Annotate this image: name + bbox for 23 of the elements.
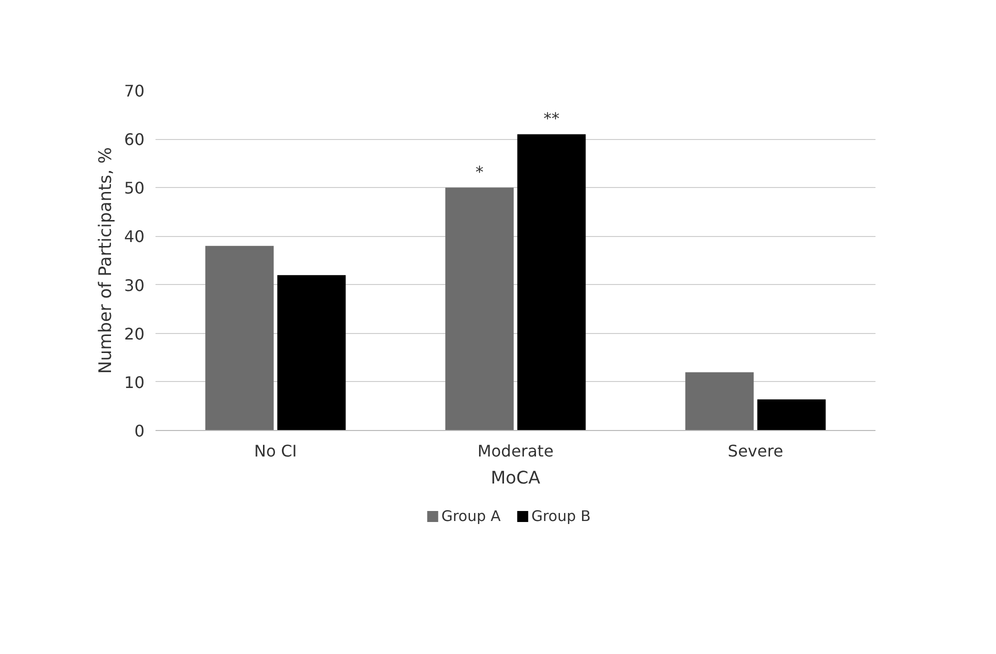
legend-label: Group A bbox=[441, 508, 501, 525]
legend-label: Group B bbox=[531, 508, 591, 525]
x-tick-label: No CI bbox=[254, 442, 297, 460]
y-tick-label: 0 bbox=[134, 422, 145, 440]
bar bbox=[757, 399, 826, 430]
y-tick-label: 20 bbox=[124, 324, 144, 344]
bar bbox=[517, 134, 586, 430]
bar bbox=[277, 275, 346, 430]
y-tick-label: 50 bbox=[124, 178, 144, 198]
y-tick-label: 30 bbox=[124, 276, 144, 295]
y-tick-label: 10 bbox=[124, 372, 144, 392]
annotation: * bbox=[476, 162, 484, 182]
x-tick-label: Moderate bbox=[477, 442, 554, 460]
y-axis-title: Number of Participants, % bbox=[96, 147, 116, 374]
annotation: ** bbox=[544, 109, 560, 128]
bar bbox=[445, 188, 514, 430]
x-tick-label: Severe bbox=[728, 442, 784, 460]
y-tick-label: 40 bbox=[124, 227, 144, 246]
x-axis-title: MoCA bbox=[490, 468, 540, 488]
y-tick-label: 70 bbox=[124, 82, 144, 100]
y-tick-label: 60 bbox=[124, 130, 144, 150]
bar bbox=[685, 372, 754, 430]
bar bbox=[205, 246, 274, 430]
